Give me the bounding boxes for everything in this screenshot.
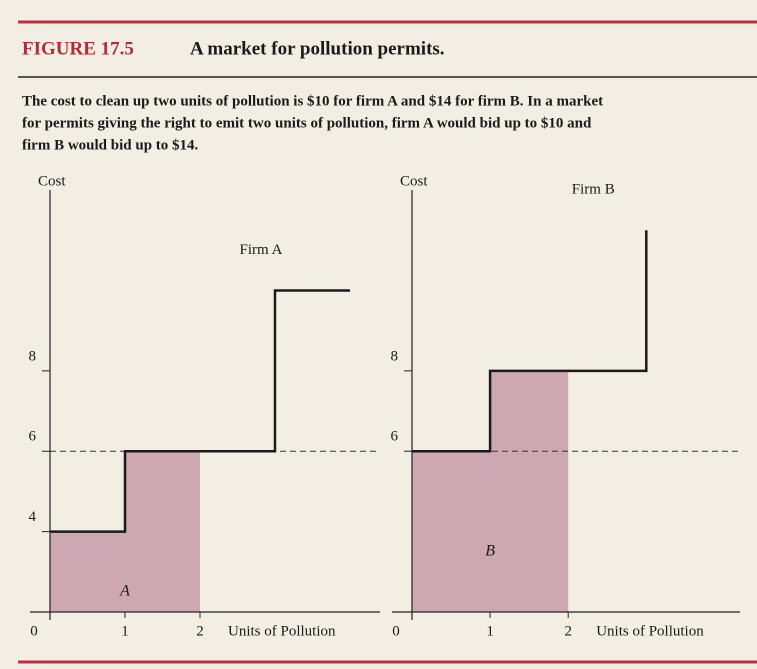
area-label: A — [119, 582, 130, 599]
y-axis-label: Cost — [38, 173, 66, 189]
caption-line: The cost to clean up two units of pollut… — [22, 93, 603, 109]
x-axis-label: Units of Pollution — [596, 623, 704, 639]
caption-line: firm B would bid up to $14. — [22, 137, 199, 153]
y-tick-label: 6 — [391, 429, 399, 445]
caption-line: for permits giving the right to emit two… — [22, 115, 592, 131]
cost-curve — [50, 289, 350, 533]
x-tick-label: 1 — [486, 623, 494, 639]
x-tick-label: 2 — [564, 623, 572, 639]
series-label: Firm A — [240, 242, 283, 258]
figure-number: FIGURE 17.5 — [22, 38, 134, 59]
y-axis-label: Cost — [400, 173, 428, 189]
x-tick-label: 0 — [30, 623, 38, 639]
x-tick-label: 0 — [392, 623, 400, 639]
y-tick-label: 4 — [29, 509, 37, 525]
area-label: B — [485, 542, 495, 559]
x-tick-label: 2 — [196, 623, 204, 639]
series-label: Firm B — [572, 182, 615, 198]
cost-curve — [412, 230, 648, 453]
y-tick-label: 8 — [29, 348, 37, 364]
y-tick-label: 8 — [391, 348, 399, 364]
shaded-area — [412, 370, 569, 612]
y-tick-label: 6 — [29, 429, 37, 445]
figure-title: A market for pollution permits. — [190, 38, 445, 59]
x-tick-label: 1 — [121, 623, 129, 639]
x-axis-label: Units of Pollution — [228, 623, 336, 639]
